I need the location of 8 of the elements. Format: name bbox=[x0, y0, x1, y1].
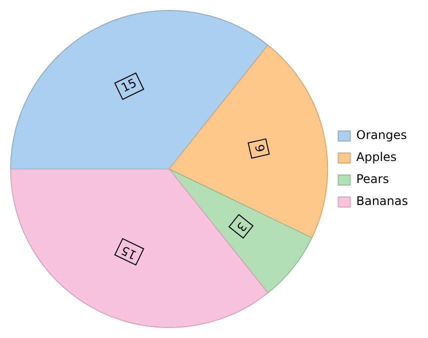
data-label: 9 bbox=[252, 143, 268, 154]
legend-label: Bananas bbox=[356, 194, 408, 208]
legend-label: Apples bbox=[356, 150, 397, 164]
legend-label: Oranges bbox=[356, 128, 407, 142]
data-label: 15 bbox=[118, 242, 139, 262]
data-label: 3 bbox=[234, 220, 250, 234]
data-label: 15 bbox=[118, 76, 139, 96]
legend-label: Pears bbox=[356, 172, 389, 186]
